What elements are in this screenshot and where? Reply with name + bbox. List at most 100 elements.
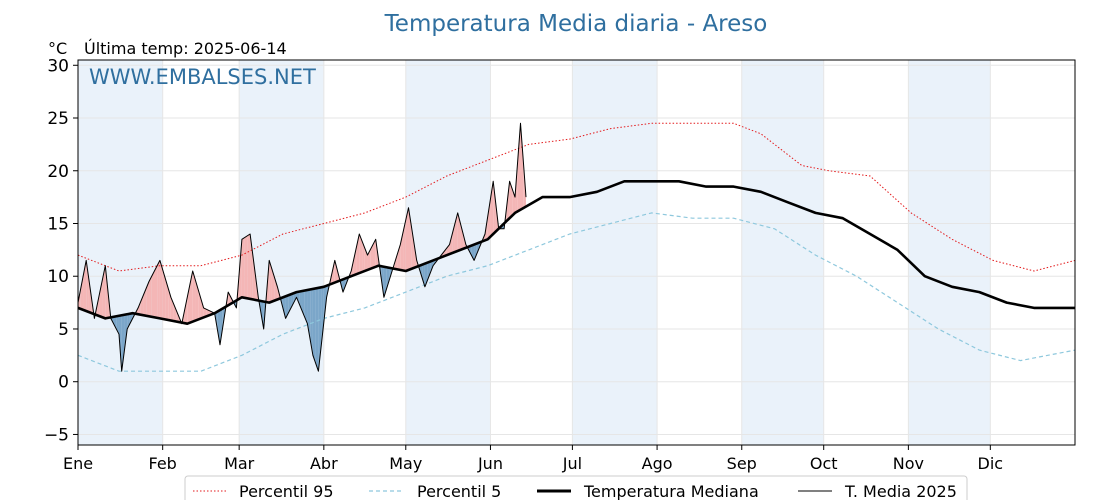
fill-below-median [301,290,305,318]
fill-below-median [315,287,319,372]
fill-above-median [397,244,401,270]
legend-label-current: T. Media 2025 [844,482,957,500]
fill-above-median [452,223,455,254]
watermark: WWW.EMBALSES.NET [89,65,316,89]
x-tick-label: Sep [727,454,757,473]
y-tick-label: 30 [47,56,69,76]
fill-above-median [359,234,363,274]
fill-below-median [261,301,264,329]
fill-above-median [200,298,204,319]
legend: Percentil 95 Percentil 5 Temperatura Med… [184,475,968,500]
legend-label-median: Temperatura Mediana [583,482,759,500]
y-tick-label: 0 [58,373,69,393]
fill-above-median [353,246,357,276]
fill-below-median [427,261,431,280]
x-tick-label: May [389,454,422,473]
y-tick-label: 5 [58,320,69,340]
fill-above-median [520,123,524,210]
fill-above-median [244,235,248,299]
legend-box [184,475,968,500]
x-tick-label: Jun [477,454,503,473]
legend-label-p95: Percentil 95 [239,482,334,500]
y-tick-label: 10 [47,267,69,287]
fill-below-median [127,313,130,329]
fill-above-median [162,269,166,320]
fill-above-median [403,219,406,271]
fill-above-median [460,223,464,250]
fill-above-median [394,253,398,270]
fill-above-median [102,265,106,319]
fill-below-median [113,316,117,329]
fill-above-median [88,279,92,314]
fill-below-median [220,308,223,345]
fill-above-median [99,278,103,318]
fill-above-median [159,260,163,319]
x-tick-label: Ene [63,454,93,473]
x-tick-label: Abr [310,454,338,473]
fill-below-median [217,309,221,345]
chart-title: Temperatura Media diaria - Areso [384,11,768,37]
x-axis: Ene Feb Mar Abr May Jun Jul Ago Sep Oct Nov Dic [63,445,1003,473]
fill-above-median [154,265,158,318]
y-axis: −5 0 5 10 15 20 25 30 [44,56,78,445]
fill-above-median [370,244,374,269]
month-band-1 [78,60,163,445]
fill-above-median [274,277,278,301]
unit-label: °C [48,39,67,58]
fill-above-median [493,181,496,235]
fill-above-median [195,280,199,321]
fill-above-median [449,234,453,255]
y-tick-label: 20 [47,162,69,182]
series-line-2 [77,212,1076,372]
x-tick-label: Mar [224,454,255,473]
fill-above-median [228,292,231,306]
fill-above-median [105,265,109,319]
fill-above-median [362,241,365,273]
fill-below-median [293,292,297,303]
series-line-3 [77,180,1075,325]
y-tick-label: 25 [47,109,69,129]
month-band-7 [572,60,658,445]
fill-above-median [247,234,251,299]
x-tick-label: Ago [642,454,673,473]
month-band-11 [908,60,991,445]
fill-above-median [332,260,335,284]
fill-above-median [146,281,150,317]
fill-above-median [517,123,521,212]
fill-above-median [80,274,84,310]
fill-above-median [241,237,245,298]
fill-below-median [422,263,425,287]
fill-above-median [157,260,160,319]
fill-below-median [312,288,316,364]
last-temp-label: Última temp: 2025-06-14 [84,39,287,58]
fill-above-median [184,297,188,324]
series-line-4 [77,122,527,372]
x-tick-label: Nov [893,454,924,473]
fill-above-median [373,239,376,268]
fill-above-median [192,270,196,322]
fill-above-median [149,276,152,317]
x-tick-label: Dic [978,454,1004,473]
y-tick-label: 15 [47,214,69,234]
fill-below-median [291,293,294,308]
fill-above-median [97,292,100,317]
fill-below-median [474,243,477,261]
fill-above-median [86,260,89,313]
x-tick-label: Oct [810,454,838,473]
fill-above-median [173,303,177,322]
fill-below-median [282,296,286,319]
fill-above-median [269,260,272,303]
series-line-1 [77,122,1076,272]
y-tick-label: −5 [44,425,69,445]
fill-above-median [143,288,147,316]
x-tick-label: Jul [562,454,582,473]
fill-below-median [296,291,300,304]
fill-above-median [165,278,169,321]
plot-frame [77,59,1076,446]
fill-above-median [151,270,155,318]
fill-below-median [285,295,289,319]
fill-above-median [203,307,207,318]
series-layer [77,122,1076,372]
fill-above-median [334,260,338,283]
fill-below-median [121,314,125,372]
